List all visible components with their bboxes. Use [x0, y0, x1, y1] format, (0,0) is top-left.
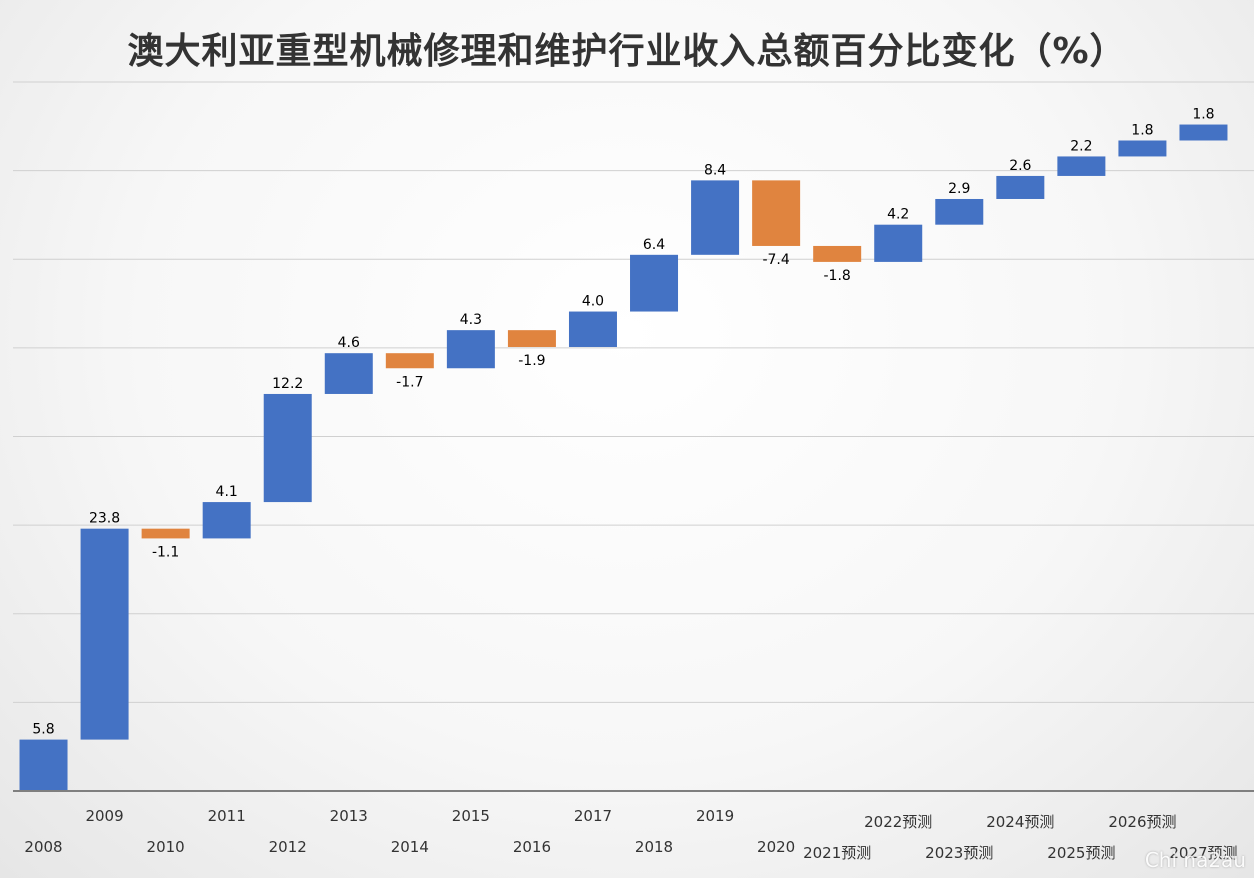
tick-label-2017: 2017 — [574, 807, 612, 825]
tick-label-2011: 2011 — [208, 807, 246, 825]
data-label-2012: 12.2 — [272, 376, 303, 392]
data-labels: 5.8 23.8 -1.1 4.1 12.2 4.6 -1.7 4.3 -1.9 4.0 6.4 8.… — [32, 107, 1214, 738]
data-label-2014: -1.7 — [396, 374, 423, 390]
tick-label-2019: 2019 — [696, 807, 734, 825]
bar-2017 — [568, 311, 617, 347]
data-label-2020: -7.4 — [762, 252, 789, 268]
data-label-2018: 6.4 — [643, 237, 665, 253]
tick-label-2020: 2020 — [757, 838, 795, 856]
data-label-2022预测: 4.2 — [887, 207, 909, 223]
bar-2020 — [752, 180, 801, 246]
data-label-2017: 4.0 — [582, 294, 604, 310]
tick-label-2018: 2018 — [635, 838, 673, 856]
bar-2011 — [202, 502, 251, 539]
data-label-2021预测: -1.8 — [824, 268, 851, 284]
bar-2025预测 — [1057, 156, 1106, 176]
bar-2014 — [385, 353, 434, 369]
tick-label-2022预测: 2022预测 — [864, 813, 932, 831]
data-label-2027预测: 1.8 — [1192, 107, 1214, 123]
tick-label-2013: 2013 — [330, 807, 368, 825]
tick-label-2021预测: 2021预测 — [803, 844, 871, 862]
tick-label-2010: 2010 — [147, 838, 185, 856]
data-label-2024预测: 2.6 — [1009, 158, 1031, 174]
watermark-text: Chi na2au — [1144, 848, 1246, 872]
data-label-2023预测: 2.9 — [948, 181, 970, 197]
bar-2016 — [507, 330, 556, 347]
tick-label-2024预测: 2024预测 — [986, 813, 1054, 831]
tick-label-2026预测: 2026预测 — [1108, 813, 1176, 831]
tick-label-2014: 2014 — [391, 838, 429, 856]
data-label-2015: 4.3 — [460, 312, 482, 328]
bar-2026预测 — [1118, 140, 1167, 157]
data-label-2026预测: 1.8 — [1131, 122, 1153, 138]
data-label-2010: -1.1 — [152, 544, 179, 560]
tick-label-2016: 2016 — [513, 838, 551, 856]
bar-2008 — [19, 739, 68, 791]
data-label-2016: -1.9 — [518, 353, 545, 369]
bar-2019 — [691, 180, 740, 255]
tick-label-2008: 2008 — [24, 838, 62, 856]
bar-2010 — [141, 528, 190, 539]
bar-2024预测 — [996, 175, 1045, 199]
tick-label-2027预测: 2027预测 — [1169, 844, 1237, 862]
bar-2013 — [324, 353, 373, 394]
bar-2023预测 — [935, 198, 984, 225]
x-tick-labels: 2008 2009 2010 2011 2012 2013 2014 2015 2016 2017… — [24, 807, 1237, 862]
tick-label-2009: 2009 — [85, 807, 123, 825]
tick-label-2025预测: 2025预测 — [1047, 844, 1115, 862]
bar-2009 — [80, 528, 129, 740]
data-label-2011: 4.1 — [216, 484, 238, 500]
bar-2015 — [446, 330, 495, 369]
bars — [19, 124, 1228, 791]
bar-2027预测 — [1179, 124, 1228, 141]
bar-2012 — [263, 393, 312, 503]
data-label-2013: 4.6 — [338, 335, 360, 351]
tick-label-2023预测: 2023预测 — [925, 844, 993, 862]
bar-2022预测 — [874, 224, 923, 262]
data-label-2008: 5.8 — [32, 722, 54, 738]
data-label-2009: 23.8 — [89, 511, 120, 527]
tick-label-2012: 2012 — [269, 838, 307, 856]
chart-title: 澳大利亚重型机械修理和维护行业收入总额百分比变化（%） — [127, 31, 1127, 72]
bar-2018 — [630, 254, 679, 312]
tick-label-2015: 2015 — [452, 807, 490, 825]
data-label-2025预测: 2.2 — [1070, 138, 1092, 154]
data-label-2019: 8.4 — [704, 162, 726, 178]
bar-2021预测 — [813, 245, 862, 262]
